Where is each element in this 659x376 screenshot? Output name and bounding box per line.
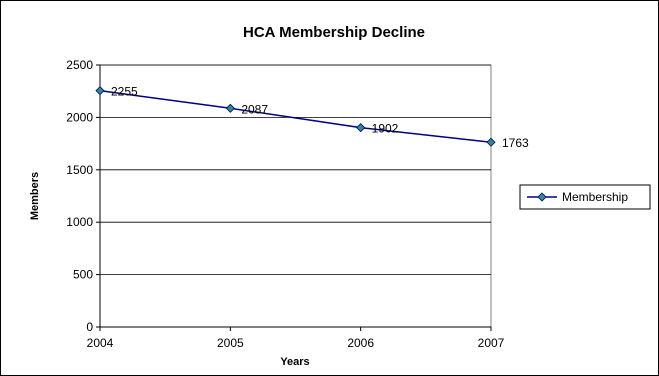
series-line: [99, 89, 492, 143]
y-tick-label: 2000: [66, 110, 93, 124]
y-tick-label: 0: [86, 320, 93, 334]
y-tick-label: 500: [73, 268, 93, 282]
y-axis-ticks: 0 500 1000 1500 2000 2500: [66, 58, 100, 334]
data-label: 1902: [372, 122, 399, 136]
data-label: 1763: [502, 136, 529, 150]
y-tick-label: 2500: [66, 58, 93, 72]
data-point-marker: [225, 103, 235, 113]
data-point-marker: [95, 86, 105, 96]
x-tick-label: 2004: [87, 336, 114, 350]
x-tick-label: 2007: [478, 336, 505, 350]
data-label: 2255: [111, 85, 138, 99]
x-tick-label: 2005: [217, 336, 244, 350]
series-membership: 2255 2087 1902 1763: [95, 85, 529, 150]
chart-title: HCA Membership Decline: [243, 24, 425, 41]
x-axis-ticks: 2004 2005 2006 2007: [87, 327, 505, 350]
legend-label: Membership: [562, 190, 628, 204]
y-axis-title: Members: [29, 172, 41, 220]
y-tick-label: 1500: [66, 163, 93, 177]
x-axis-title: Years: [280, 356, 309, 368]
legend: Membership: [519, 184, 651, 210]
gridlines: [100, 64, 491, 276]
data-point-marker: [486, 137, 496, 147]
legend-marker-swatch: [537, 192, 547, 202]
y-tick-label: 1000: [66, 215, 93, 229]
x-tick-label: 2006: [347, 336, 374, 350]
plot-area: [99, 64, 492, 328]
data-point-marker: [356, 123, 366, 133]
data-label: 2087: [241, 102, 268, 116]
